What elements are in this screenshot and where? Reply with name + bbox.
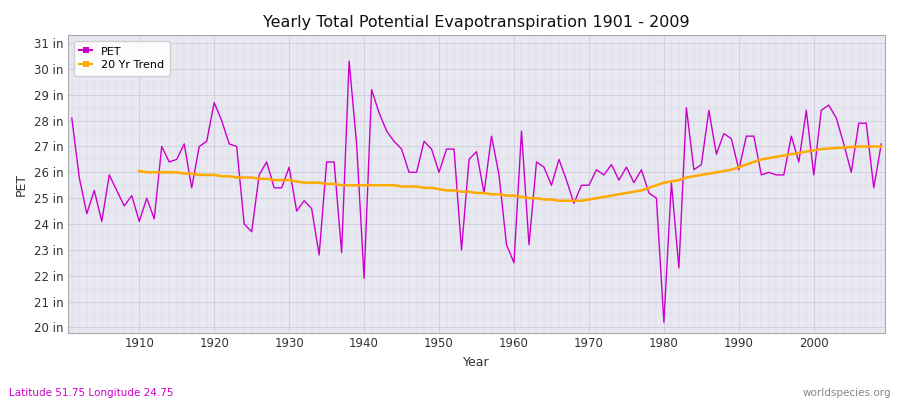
Text: Latitude 51.75 Longitude 24.75: Latitude 51.75 Longitude 24.75 xyxy=(9,388,174,398)
Title: Yearly Total Potential Evapotranspiration 1901 - 2009: Yearly Total Potential Evapotranspiratio… xyxy=(263,15,689,30)
Y-axis label: PET: PET xyxy=(15,172,28,196)
Legend: PET, 20 Yr Trend: PET, 20 Yr Trend xyxy=(74,41,170,76)
Text: worldspecies.org: worldspecies.org xyxy=(803,388,891,398)
X-axis label: Year: Year xyxy=(464,356,490,369)
